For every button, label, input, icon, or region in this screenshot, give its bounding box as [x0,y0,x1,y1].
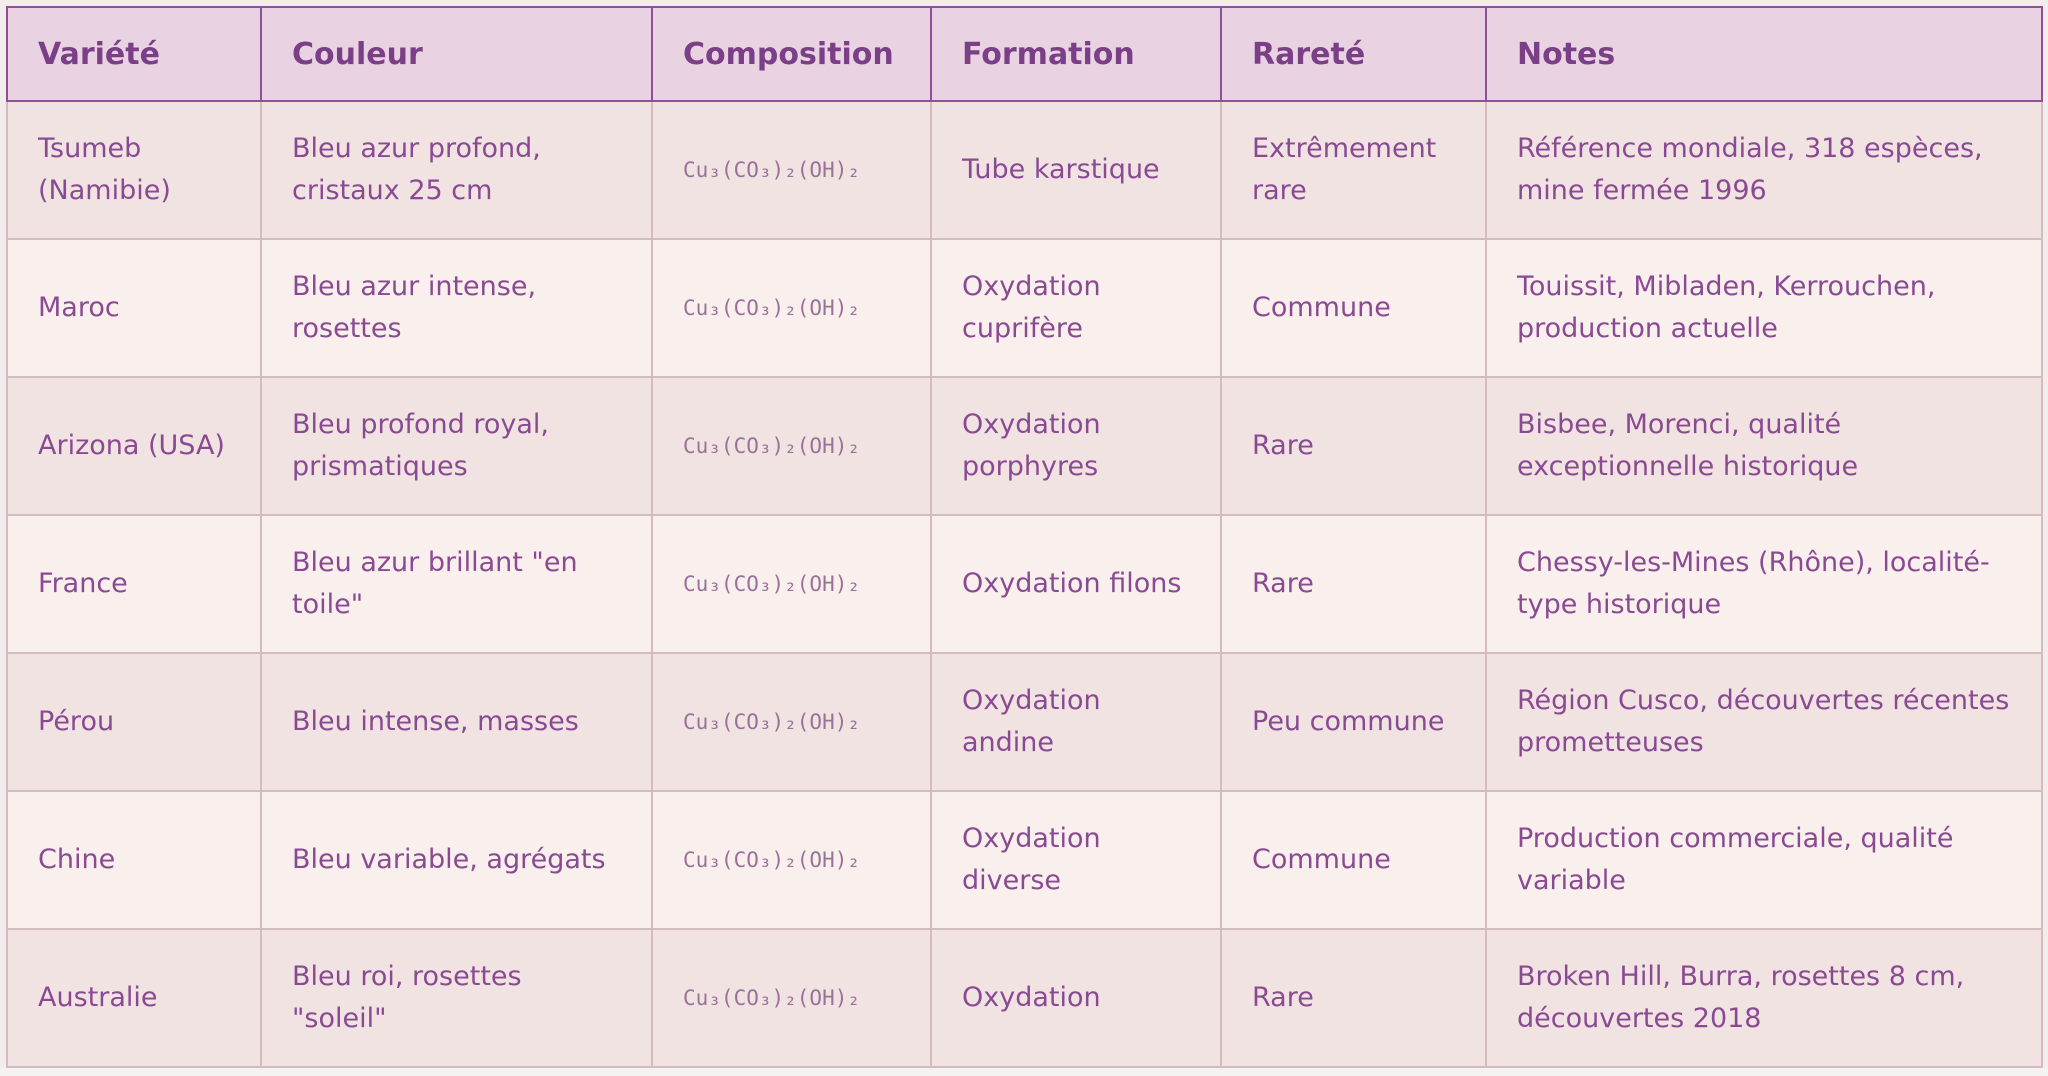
column-header-couleur: Couleur [260,6,653,102]
column-header-variete: Variété [6,6,262,102]
cell-composition: Cu₃(CO₃)₂(OH)₂ [651,376,932,516]
table-header: Variété Couleur Composition Formation Ra… [6,6,2043,102]
cell-formation: Oxydation diverse [930,790,1222,930]
cell-composition: Cu₃(CO₃)₂(OH)₂ [651,100,932,240]
cell-formation: Oxydation filons [930,514,1222,654]
cell-notes: Région Cusco, découvertes récentes prome… [1485,652,2043,792]
cell-couleur: Bleu azur intense, rosettes [260,238,653,378]
cell-notes: Bisbee, Morenci, qualité exceptionnelle … [1485,376,2043,516]
cell-variete: Chine [6,790,262,930]
cell-notes: Chessy-les-Mines (Rhône), localité-type … [1485,514,2043,654]
cell-notes: Broken Hill, Burra, rosettes 8 cm, décou… [1485,928,2043,1068]
cell-composition: Cu₃(CO₃)₂(OH)₂ [651,790,932,930]
azurite-varieties-table: Variété Couleur Composition Formation Ra… [6,6,2043,1068]
cell-rarete: Extrêmement rare [1220,100,1487,240]
cell-variete: Tsumeb (Namibie) [6,100,262,240]
table-row: Chine Bleu variable, agrégats Cu₃(CO₃)₂(… [6,790,2043,930]
column-header-notes: Notes [1485,6,2043,102]
cell-formation: Oxydation andine [930,652,1222,792]
cell-rarete: Peu commune [1220,652,1487,792]
cell-couleur: Bleu intense, masses [260,652,653,792]
cell-formation: Tube karstique [930,100,1222,240]
table-row: Arizona (USA) Bleu profond royal, prisma… [6,376,2043,516]
cell-composition: Cu₃(CO₃)₂(OH)₂ [651,652,932,792]
cell-rarete: Rare [1220,928,1487,1068]
cell-variete: Pérou [6,652,262,792]
cell-variete: Maroc [6,238,262,378]
cell-notes: Production commerciale, qualité variable [1485,790,2043,930]
cell-composition: Cu₃(CO₃)₂(OH)₂ [651,514,932,654]
cell-formation: Oxydation cuprifère [930,238,1222,378]
header-row: Variété Couleur Composition Formation Ra… [6,6,2043,102]
cell-rarete: Rare [1220,514,1487,654]
column-header-rarete: Rareté [1220,6,1487,102]
cell-rarete: Commune [1220,790,1487,930]
cell-composition: Cu₃(CO₃)₂(OH)₂ [651,238,932,378]
cell-couleur: Bleu azur brillant "en toile" [260,514,653,654]
table-body: Tsumeb (Namibie) Bleu azur profond, cris… [6,100,2043,1068]
table-row: Australie Bleu roi, rosettes "soleil" Cu… [6,928,2043,1068]
cell-variete: Arizona (USA) [6,376,262,516]
page-bottom-edge [0,1068,2048,1076]
cell-couleur: Bleu roi, rosettes "soleil" [260,928,653,1068]
cell-rarete: Rare [1220,376,1487,516]
table-row: France Bleu azur brillant "en toile" Cu₃… [6,514,2043,654]
column-header-formation: Formation [930,6,1222,102]
cell-variete: Australie [6,928,262,1068]
cell-formation: Oxydation [930,928,1222,1068]
cell-formation: Oxydation porphyres [930,376,1222,516]
cell-notes: Touissit, Mibladen, Kerrouchen, producti… [1485,238,2043,378]
table-row: Tsumeb (Namibie) Bleu azur profond, cris… [6,100,2043,240]
cell-couleur: Bleu profond royal, prismatiques [260,376,653,516]
cell-notes: Référence mondiale, 318 espèces, mine fe… [1485,100,2043,240]
table-container: Variété Couleur Composition Formation Ra… [6,6,2043,1068]
cell-rarete: Commune [1220,238,1487,378]
table-row: Maroc Bleu azur intense, rosettes Cu₃(CO… [6,238,2043,378]
cell-variete: France [6,514,262,654]
cell-composition: Cu₃(CO₃)₂(OH)₂ [651,928,932,1068]
cell-couleur: Bleu azur profond, cristaux 25 cm [260,100,653,240]
column-header-composition: Composition [651,6,932,102]
table-row: Pérou Bleu intense, masses Cu₃(CO₃)₂(OH)… [6,652,2043,792]
cell-couleur: Bleu variable, agrégats [260,790,653,930]
